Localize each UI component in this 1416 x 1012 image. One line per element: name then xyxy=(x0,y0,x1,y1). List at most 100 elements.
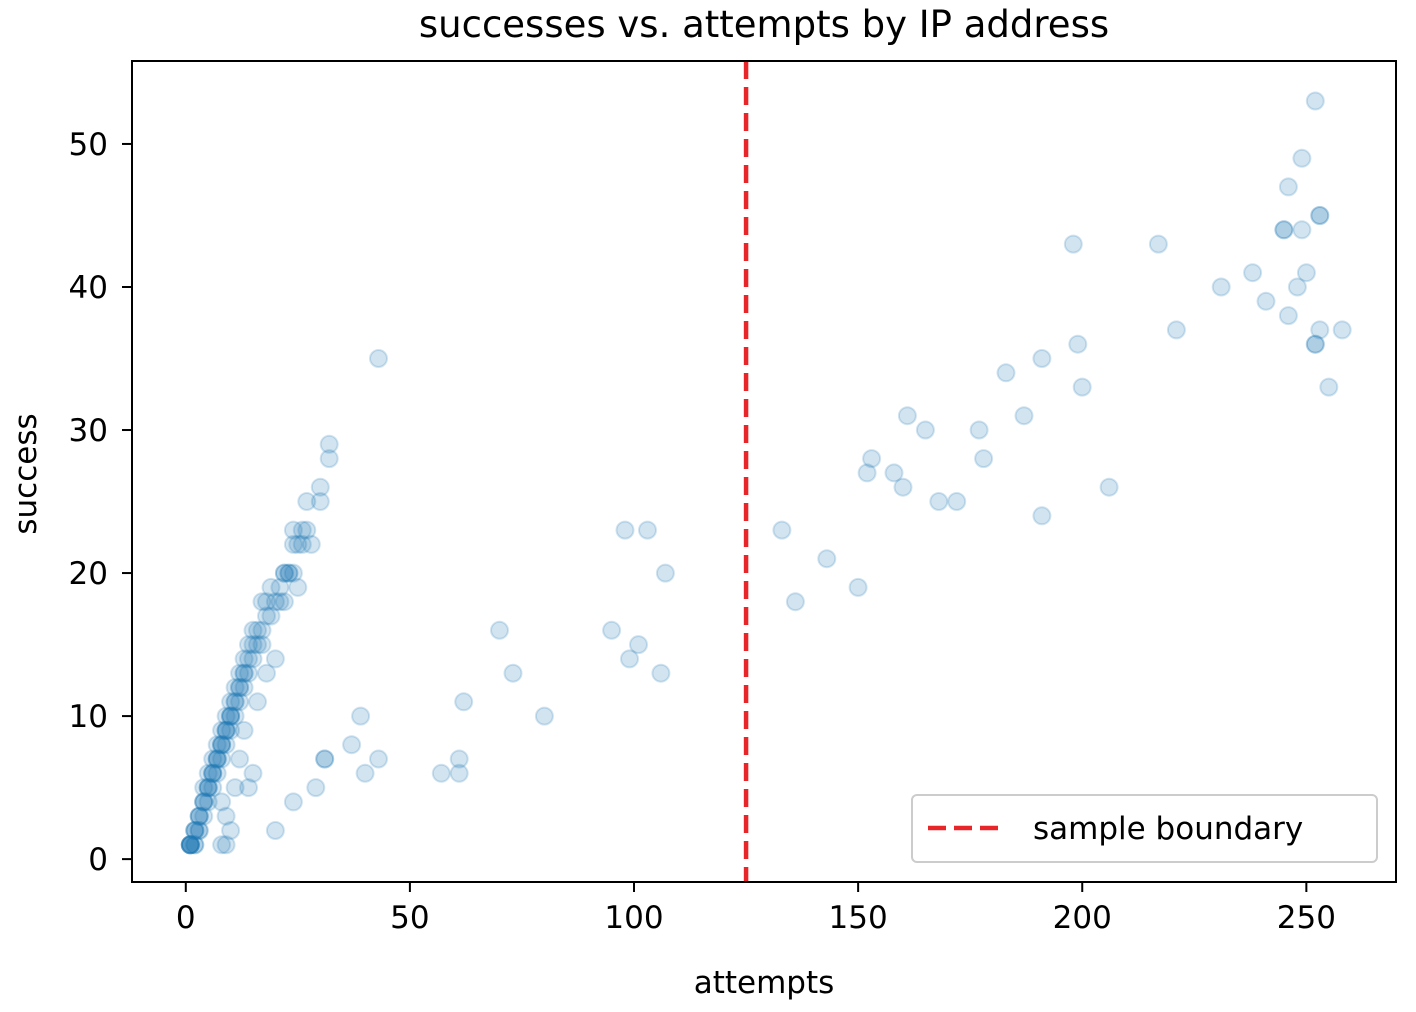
data-point xyxy=(996,363,1016,383)
data-point xyxy=(221,706,241,726)
data-point xyxy=(274,563,294,583)
data-point xyxy=(274,563,294,583)
data-point xyxy=(1148,234,1168,254)
data-point xyxy=(252,635,272,655)
data-point xyxy=(319,434,339,454)
data-point xyxy=(279,563,299,583)
data-point xyxy=(216,720,236,740)
data-point xyxy=(947,492,967,511)
data-point xyxy=(454,692,474,712)
data-point xyxy=(503,663,523,683)
legend: sample boundary xyxy=(911,794,1378,863)
data-point xyxy=(180,835,200,855)
data-point xyxy=(342,735,362,755)
data-point xyxy=(974,449,994,469)
data-point xyxy=(897,406,917,426)
data-point xyxy=(185,821,205,840)
data-point xyxy=(1287,277,1307,297)
y-tick-label: 50 xyxy=(69,127,108,163)
data-point xyxy=(315,749,335,769)
data-point xyxy=(221,692,241,712)
data-point xyxy=(261,577,281,597)
data-point xyxy=(216,720,236,740)
data-point xyxy=(243,620,263,640)
legend-box xyxy=(911,794,1378,863)
data-point xyxy=(203,778,223,798)
data-point xyxy=(239,635,258,655)
data-point xyxy=(203,749,223,769)
data-point xyxy=(180,835,200,855)
data-point xyxy=(225,678,245,697)
points-layer xyxy=(180,91,1352,855)
data-point xyxy=(1099,477,1119,497)
data-point xyxy=(185,835,205,855)
data-point xyxy=(1211,277,1231,297)
data-point xyxy=(203,763,223,783)
data-point xyxy=(1310,206,1330,225)
data-point xyxy=(189,821,209,840)
data-point xyxy=(1305,91,1325,111)
data-point xyxy=(221,706,241,726)
data-point xyxy=(1310,320,1330,340)
x-tick-label: 0 xyxy=(176,900,196,936)
data-point xyxy=(620,649,639,669)
data-point xyxy=(243,649,263,669)
y-tick-label: 40 xyxy=(69,270,108,306)
data-point xyxy=(216,706,236,726)
y-tick-label: 0 xyxy=(88,842,108,878)
data-point xyxy=(1072,377,1092,397)
data-point xyxy=(848,577,868,597)
data-point xyxy=(283,534,303,554)
data-point xyxy=(449,749,469,769)
data-point xyxy=(1310,206,1330,225)
data-point xyxy=(270,577,290,597)
data-point xyxy=(297,520,317,540)
data-point xyxy=(185,821,205,840)
data-point xyxy=(292,534,312,554)
x-tick-label: 100 xyxy=(604,900,663,936)
data-point xyxy=(1292,220,1312,240)
data-point xyxy=(261,606,281,626)
data-point xyxy=(257,592,276,612)
data-point xyxy=(194,778,214,798)
data-point xyxy=(369,749,388,769)
data-point xyxy=(207,763,227,783)
data-point xyxy=(198,763,218,783)
data-point xyxy=(629,635,648,655)
data-point xyxy=(1032,506,1052,526)
data-point xyxy=(198,792,218,812)
data-point xyxy=(655,563,675,583)
y-tick-label: 20 xyxy=(69,556,108,592)
data-point xyxy=(198,778,218,798)
y-axis-label: success xyxy=(8,413,44,534)
data-point xyxy=(969,420,989,440)
data-point xyxy=(234,663,254,683)
data-point xyxy=(234,720,254,740)
data-point xyxy=(212,835,232,855)
data-point xyxy=(216,806,236,826)
data-point xyxy=(225,692,245,712)
x-axis: 0 50 100 150 200 250 xyxy=(176,882,1336,936)
data-point xyxy=(189,821,209,840)
chart-title: successes vs. attempts by IP address xyxy=(419,3,1109,46)
data-point xyxy=(212,749,232,769)
data-point xyxy=(1014,406,1034,426)
data-point xyxy=(310,477,330,497)
data-point xyxy=(212,792,232,812)
data-point xyxy=(225,778,245,798)
data-point xyxy=(243,635,263,655)
data-point xyxy=(306,778,326,798)
data-point xyxy=(893,477,913,497)
y-tick-label: 10 xyxy=(69,699,108,735)
data-point xyxy=(203,763,223,783)
data-point xyxy=(230,692,250,712)
x-tick-label: 50 xyxy=(390,900,429,936)
data-point xyxy=(185,835,205,855)
data-point xyxy=(189,806,209,826)
data-point xyxy=(225,706,245,726)
data-point xyxy=(180,835,200,855)
data-point xyxy=(1032,349,1052,368)
data-point xyxy=(1256,291,1276,311)
data-point xyxy=(248,692,267,712)
data-point xyxy=(265,649,285,669)
